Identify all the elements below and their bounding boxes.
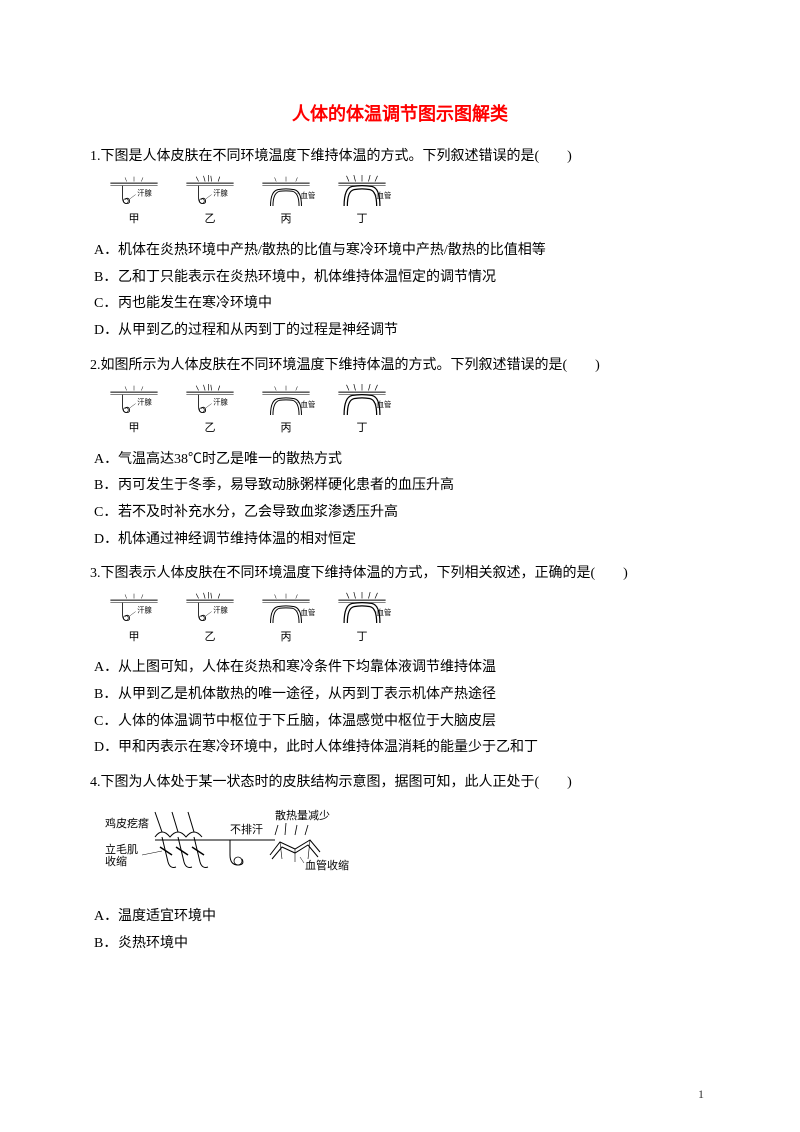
svg-text:血管: 血管 (377, 400, 392, 409)
option-B: B．乙和丁只能表示在炎热环境中，机体维持体温恒定的调节情况 (90, 265, 710, 292)
option-D: D．机体通过神经调节维持体温的相对恒定 (90, 527, 710, 554)
option-letter: A． (94, 904, 118, 931)
diagram-row: 汗腺 甲 汗腺 乙 血管 丙 血管 丁 (90, 592, 710, 647)
option-text: 若不及时补充水分，乙会导致血浆渗透压升高 (118, 505, 398, 520)
diagram-item-乙: 汗腺 乙 (176, 592, 244, 647)
svg-text:血管: 血管 (301, 608, 316, 617)
option-text: 炎热环境中 (118, 936, 188, 951)
option-C: C．丙也能发生在寒冷环境中 (90, 291, 710, 318)
diagram-item-乙: 汗腺 乙 (176, 384, 244, 439)
diagram-item-甲: 汗腺 甲 (100, 175, 168, 230)
option-letter: D． (94, 318, 118, 345)
option-letter: C． (94, 291, 118, 318)
option-text: 乙和丁只能表示在炎热环境中，机体维持体温恒定的调节情况 (118, 270, 496, 285)
option-text: 温度适宜环境中 (118, 909, 216, 924)
option-text: 从甲到乙是机体散热的唯一途径，从丙到丁表示机体产热途径 (118, 687, 496, 702)
question-text: 2.如图所示为人体皮肤在不同环境温度下维持体温的方式。下列叙述错误的是( ) (90, 353, 710, 378)
option-letter: A． (94, 238, 118, 265)
svg-text:汗腺: 汗腺 (137, 397, 152, 406)
questions-container: 1.下图是人体皮肤在不同环境温度下维持体温的方式。下列叙述错误的是( ) 汗腺 … (90, 144, 710, 957)
option-letter: B． (94, 265, 118, 292)
diagram-label: 丁 (357, 628, 368, 648)
option-A: A．机体在炎热环境中产热/散热的比值与寒冷环境中产热/散热的比值相等 (90, 238, 710, 265)
diagram-row: 汗腺 甲 汗腺 乙 血管 丙 血管 丁 (90, 384, 710, 439)
svg-text:汗腺: 汗腺 (137, 606, 152, 615)
diagram-item-丁: 血管 丁 (328, 592, 396, 647)
option-letter: B． (94, 682, 118, 709)
option-text: 机体在炎热环境中产热/散热的比值与寒冷环境中产热/散热的比值相等 (118, 243, 546, 258)
option-text: 从甲到乙的过程和从丙到丁的过程是神经调节 (118, 323, 398, 338)
option-letter: B． (94, 473, 118, 500)
option-A: A．从上图可知，人体在炎热和寒冷条件下均靠体液调节维持体温 (90, 655, 710, 682)
diagram-label: 乙 (205, 419, 216, 439)
svg-text:血管: 血管 (301, 191, 316, 200)
diagram-item-丙: 血管 丙 (252, 384, 320, 439)
option-B: B．丙可发生于冬季，易导致动脉粥样硬化患者的血压升高 (90, 473, 710, 500)
diagram-item-丁: 血管 丁 (328, 175, 396, 230)
option-text: 从上图可知，人体在炎热和寒冷条件下均靠体液调节维持体温 (118, 660, 496, 675)
question-1: 1.下图是人体皮肤在不同环境温度下维持体温的方式。下列叙述错误的是( ) 汗腺 … (90, 144, 710, 345)
option-B: B．从甲到乙是机体散热的唯一途径，从丙到丁表示机体产热途径 (90, 682, 710, 709)
diagram-label: 丙 (281, 628, 292, 648)
diagram-label: 丁 (357, 419, 368, 439)
svg-text:汗腺: 汗腺 (213, 397, 228, 406)
option-C: C．人体的体温调节中枢位于下丘脑，体温感觉中枢位于大脑皮层 (90, 709, 710, 736)
diagram-label: 丙 (281, 210, 292, 230)
svg-text:血管: 血管 (377, 191, 392, 200)
page-number: 1 (698, 1087, 704, 1102)
svg-text:汗腺: 汗腺 (213, 189, 228, 198)
option-D: D．甲和丙表示在寒冷环境中，此时人体维持体温消耗的能量少于乙和丁 (90, 735, 710, 762)
option-letter: D． (94, 527, 118, 554)
svg-text:血管收缩: 血管收缩 (305, 858, 349, 872)
skin-structure-diagram: 鸡皮疙瘩 立毛肌 收缩 不排汗 散热量减少 血管收缩 (90, 801, 710, 904)
svg-text:汗腺: 汗腺 (137, 189, 152, 198)
svg-text:鸡皮疙瘩: 鸡皮疙瘩 (105, 816, 149, 830)
option-text: 机体通过神经调节维持体温的相对恒定 (118, 532, 356, 547)
question-text: 1.下图是人体皮肤在不同环境温度下维持体温的方式。下列叙述错误的是( ) (90, 144, 710, 169)
option-text: 甲和丙表示在寒冷环境中，此时人体维持体温消耗的能量少于乙和丁 (118, 740, 538, 755)
svg-text:汗腺: 汗腺 (213, 606, 228, 615)
diagram-row: 汗腺 甲 汗腺 乙 血管 丙 血管 丁 (90, 175, 710, 230)
diagram-label: 乙 (205, 628, 216, 648)
diagram-label: 乙 (205, 210, 216, 230)
diagram-label: 甲 (129, 210, 140, 230)
option-A: A．气温高达38℃时乙是唯一的散热方式 (90, 447, 710, 474)
diagram-item-丙: 血管 丙 (252, 175, 320, 230)
option-letter: C． (94, 709, 118, 736)
diagram-label: 丁 (357, 210, 368, 230)
diagram-label: 丙 (281, 419, 292, 439)
svg-text:不排汗: 不排汗 (230, 822, 263, 836)
question-4: 4.下图为人体处于某一状态时的皮肤结构示意图，据图可知，此人正处于( ) 鸡皮疙… (90, 770, 710, 958)
option-text: 气温高达38℃时乙是唯一的散热方式 (118, 452, 342, 467)
diagram-item-丁: 血管 丁 (328, 384, 396, 439)
option-text: 丙可发生于冬季，易导致动脉粥样硬化患者的血压升高 (118, 478, 454, 493)
question-text: 4.下图为人体处于某一状态时的皮肤结构示意图，据图可知，此人正处于( ) (90, 770, 710, 795)
question-2: 2.如图所示为人体皮肤在不同环境温度下维持体温的方式。下列叙述错误的是( ) 汗… (90, 353, 710, 554)
diagram-item-甲: 汗腺 甲 (100, 384, 168, 439)
option-letter: B． (94, 931, 118, 958)
option-C: C．若不及时补充水分，乙会导致血浆渗透压升高 (90, 500, 710, 527)
question-text: 3.下图表示人体皮肤在不同环境温度下维持体温的方式，下列相关叙述，正确的是( ) (90, 561, 710, 586)
option-letter: D． (94, 735, 118, 762)
svg-text:散热量减少: 散热量减少 (275, 808, 330, 822)
diagram-item-丙: 血管 丙 (252, 592, 320, 647)
question-3: 3.下图表示人体皮肤在不同环境温度下维持体温的方式，下列相关叙述，正确的是( )… (90, 561, 710, 762)
option-letter: C． (94, 500, 118, 527)
diagram-item-乙: 汗腺 乙 (176, 175, 244, 230)
diagram-item-甲: 汗腺 甲 (100, 592, 168, 647)
option-letter: A． (94, 655, 118, 682)
option-D: D．从甲到乙的过程和从丙到丁的过程是神经调节 (90, 318, 710, 345)
option-text: 人体的体温调节中枢位于下丘脑，体温感觉中枢位于大脑皮层 (118, 714, 496, 729)
option-B: B．炎热环境中 (90, 931, 710, 958)
diagram-label: 甲 (129, 628, 140, 648)
svg-text:收缩: 收缩 (105, 854, 127, 868)
svg-text:血管: 血管 (377, 608, 392, 617)
page-title: 人体的体温调节图示图解类 (90, 100, 710, 126)
option-letter: A． (94, 447, 118, 474)
svg-text:血管: 血管 (301, 400, 316, 409)
diagram-label: 甲 (129, 419, 140, 439)
option-text: 丙也能发生在寒冷环境中 (118, 296, 272, 311)
option-A: A．温度适宜环境中 (90, 904, 710, 931)
svg-text:立毛肌: 立毛肌 (105, 842, 138, 856)
